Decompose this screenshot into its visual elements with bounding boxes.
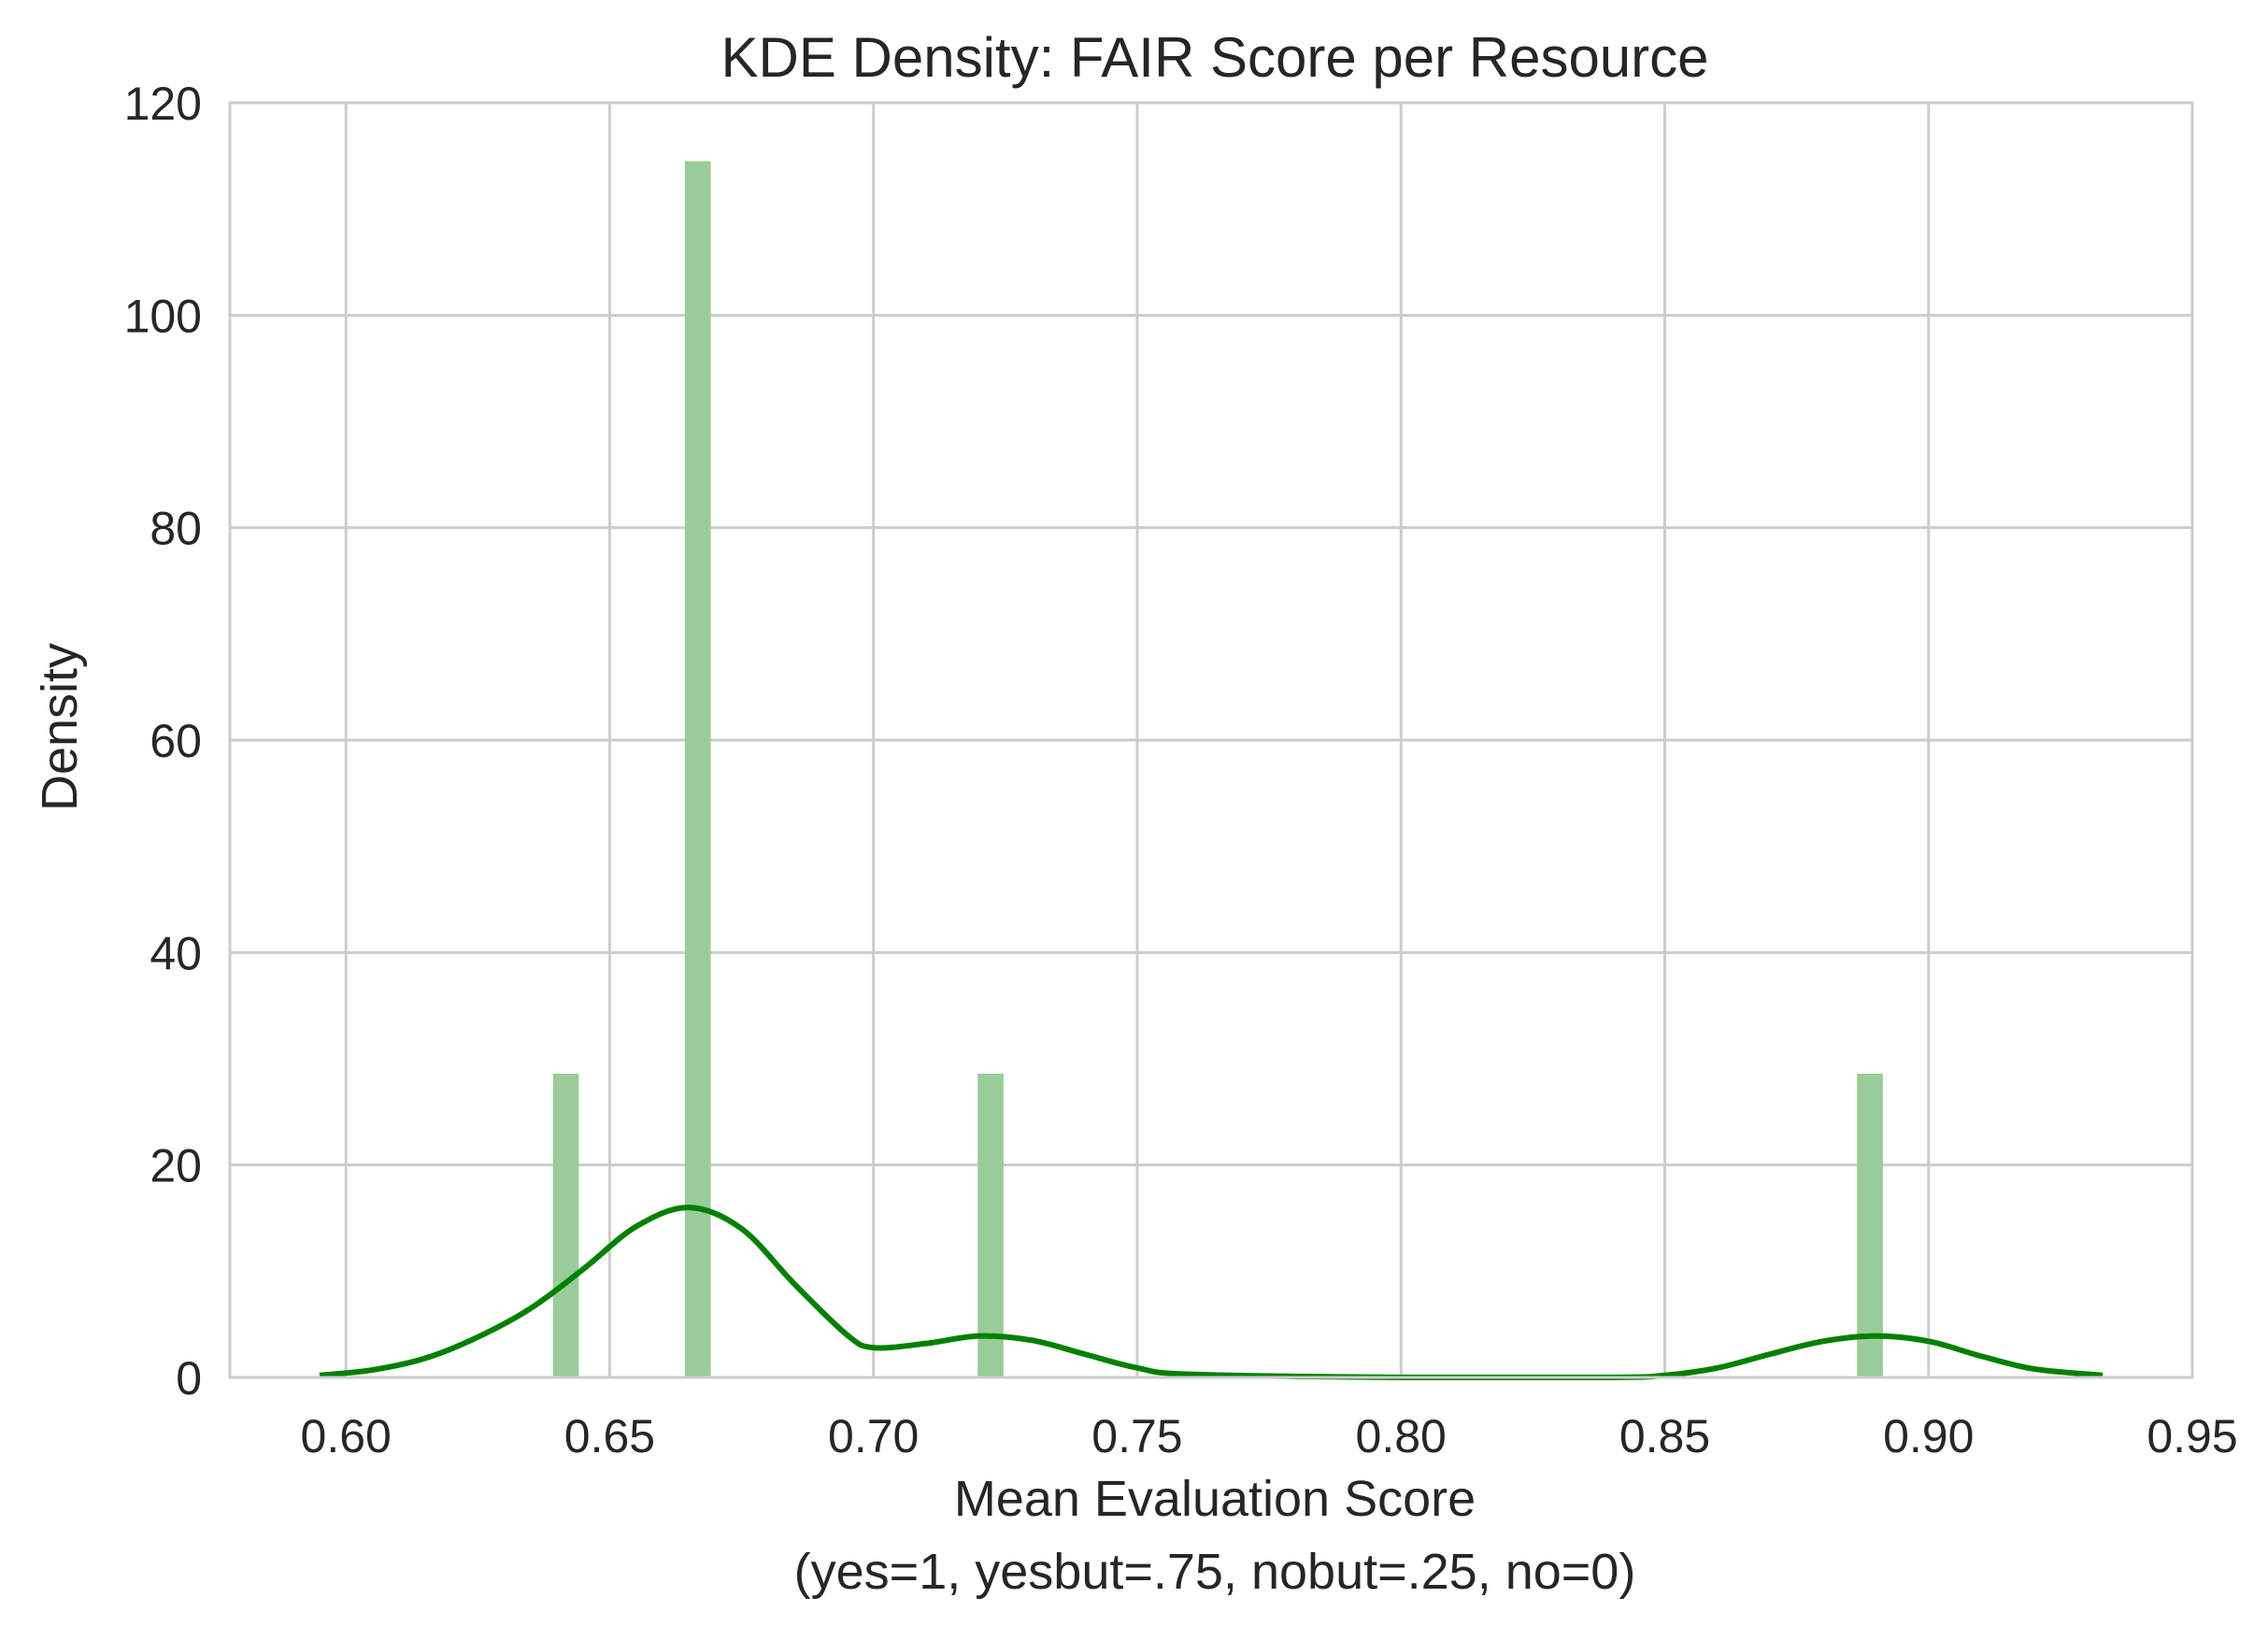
x-tick-label: 0.65 [564,1410,655,1462]
histogram-bars [552,161,1883,1378]
y-axis-label: Density [32,643,88,811]
x-tick-label: 0.60 [301,1410,392,1462]
kde-curve [319,1205,2104,1380]
x-tick-label: 0.95 [2147,1410,2237,1462]
y-tick-labels: 0 20 40 60 80 100 120 [124,78,202,1405]
x-tick-label: 0.80 [1356,1410,1447,1462]
x-tick-label: 0.70 [828,1410,919,1462]
plot-border [228,101,2194,1379]
histogram-bar [1857,1073,1883,1377]
y-tick-label: 0 [176,1352,202,1405]
x-axis-label-line2: (yes=1, yesbut=.75, nobut=.25, no=0) [794,1544,1636,1600]
y-tick-label: 80 [150,503,202,555]
y-tick-label: 100 [124,290,202,342]
y-tick-label: 60 [150,715,202,767]
grid-lines [230,101,2194,1379]
x-tick-label: 0.85 [1619,1410,1710,1462]
y-tick-label: 120 [124,78,202,130]
kde-curve-group [319,1205,2104,1380]
histogram-bar [977,1073,1004,1377]
plot-frame [228,101,2194,1379]
x-tick-labels: 0.60 0.65 0.70 0.75 0.80 0.85 0.90 0.95 [301,1410,2238,1462]
histogram-bar [684,161,711,1378]
y-tick-label: 20 [150,1140,202,1192]
x-tick-label: 0.90 [1883,1410,1974,1462]
chart-title: KDE Density: FAIR Score per Resource [720,26,1708,89]
x-axis-label: Mean Evaluation Score [954,1471,1476,1527]
y-tick-label: 40 [150,927,202,979]
x-tick-label: 0.75 [1091,1410,1182,1462]
histogram-bar [552,1073,579,1377]
